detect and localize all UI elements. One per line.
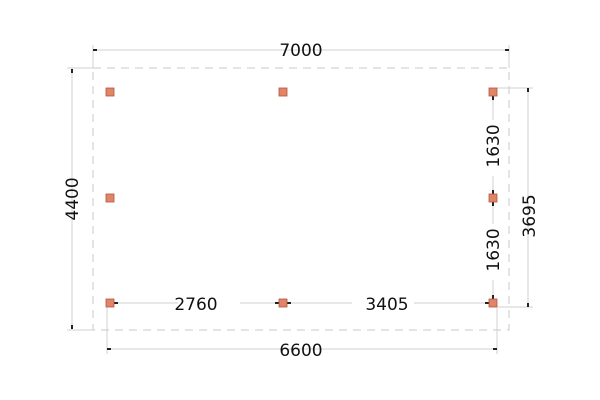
post (278, 298, 288, 308)
post (488, 193, 498, 203)
label-post-span-width: 6600 (279, 341, 322, 361)
dimension-overall-depth: 4400 (63, 67, 93, 331)
post (488, 87, 498, 97)
post (105, 193, 115, 203)
post (105, 298, 115, 308)
posts (105, 87, 498, 308)
dimension-sides: 1630 1630 (484, 96, 504, 299)
label-overall-width: 7000 (279, 41, 322, 61)
label-side-upper: 1630 (484, 124, 504, 167)
label-bay-right: 3405 (365, 295, 408, 315)
post (488, 298, 498, 308)
dimension-post-span-width: 6600 (106, 308, 498, 361)
label-overall-depth: 4400 (63, 177, 83, 220)
roof-outline (92, 67, 510, 331)
post (105, 87, 115, 97)
dimension-bays: 2760 3405 (114, 294, 489, 315)
label-side-lower: 1630 (484, 228, 504, 271)
dimension-overall-width: 7000 (92, 41, 510, 68)
dimension-post-span-depth: 3695 (497, 87, 540, 308)
label-post-span-depth: 3695 (520, 194, 540, 237)
post (278, 87, 288, 97)
label-bay-left: 2760 (174, 295, 217, 315)
